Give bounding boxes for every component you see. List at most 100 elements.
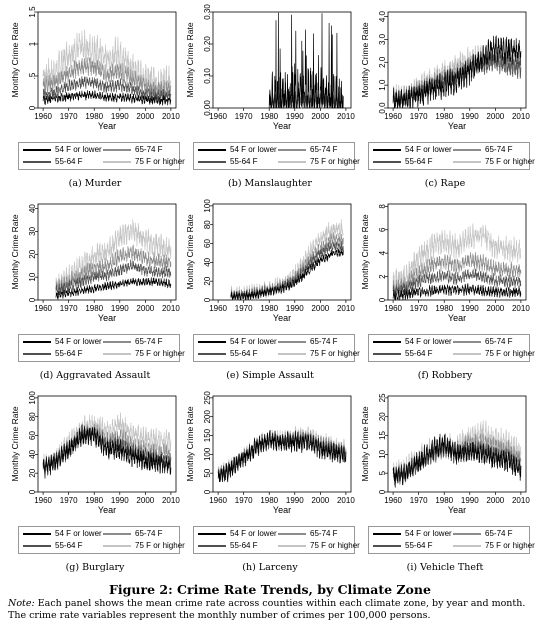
y-tick-label: 0 [28,105,37,110]
x-tick-label: 1990 [111,112,129,121]
caption: (i) Vehicle Theft [406,562,484,573]
y-tick-label: 80 [203,220,212,229]
figure-title: Figure 2: Crime Rate Trends, by Climate … [109,582,431,597]
legend-swatch [278,352,306,355]
legend-label: 75 F or higher [485,541,535,550]
legend-item: 65-74 F [278,144,338,155]
legend-item: 75 F or higher [453,156,535,167]
y-tick-label: 40 [28,204,37,213]
chart-burglary: 1960 1970 1980 1990 2000 2010 0 20 40 60 80 100 Year… [10,391,180,515]
y-tick-label: 100 [203,447,212,461]
chart-robbery: 1960 1970 1980 1990 2000 2010 0 2 4 6 8 Year Monthly… [360,204,530,323]
legend-swatch [278,148,306,151]
chart-murder: 1960 1970 1980 1990 2000 2010 0 .5 1 1.5 Year Month… [10,6,180,131]
legend-item: 55-64 F [198,540,258,551]
y-tick-label: 2.0 [378,56,387,68]
x-tick-label: 1980 [85,112,103,121]
legend-swatch [23,544,51,547]
legend-label: 75 F or higher [310,157,360,166]
legend-label: 55-64 F [230,157,258,166]
legend-item: 55-64 F [198,156,258,167]
y-tick-label: 10 [378,449,387,458]
note-label: Note: [8,598,35,609]
y-tick-label: 0.30 [203,4,212,20]
legend-item: 65-74 F [453,336,513,347]
legend-item: 54 F or lower [198,336,277,347]
legend-label: 55-64 F [230,349,258,358]
y-tick-label: 10 [28,272,37,281]
legend-label: 65-74 F [135,337,163,346]
legend-item: 54 F or lower [198,144,277,155]
legend: 54 F or lower 65-74 F 55-64 F 75 F or highe… [193,526,360,554]
y-axis-label: Monthly Crime Rate [10,22,20,97]
legend-label: 54 F or lower [55,145,102,154]
series-line [392,35,522,109]
legend-label: 55-64 F [230,541,258,550]
legend: 54 F or lower 65-74 F 55-64 F 75 F or highe… [18,526,185,554]
x-axis-label: Year [273,505,291,515]
y-tick-label: 20 [378,412,387,421]
y-tick-label: 4.0 [378,10,387,22]
legend-label: 54 F or lower [230,529,277,538]
legend-item: 54 F or lower [23,528,102,539]
x-tick-label: 2000 [136,304,154,313]
x-axis-label: Year [448,505,466,515]
series-line [42,76,172,102]
legend: 54 F or lower 65-74 F 55-64 F 75 F or highe… [193,334,360,362]
legend-item: 75 F or higher [103,540,185,551]
legend-swatch [373,340,401,343]
series-line [230,231,344,301]
legend-item: 55-64 F [373,540,433,551]
x-tick-label: 2000 [486,496,504,505]
legend-item: 75 F or higher [453,348,535,359]
panel-grid: 1960 1970 1980 1990 2000 2010 0.5 1 1.5 Year Month… [10,4,535,573]
y-tick-label: 40 [203,257,212,266]
x-tick-label: 1970 [235,496,253,505]
y-tick-label: 150 [203,428,212,442]
x-tick-label: 2000 [486,112,504,121]
legend-item: 55-64 F [23,156,83,167]
legend-label: 54 F or lower [405,337,452,346]
legend-label: 55-64 F [405,541,433,550]
legend-label: 54 F or lower [230,145,277,154]
legend-label: 55-64 F [405,157,433,166]
y-tick-label: 1.5 [28,6,37,18]
y-tick-label: .5 [28,72,37,79]
series-line [392,433,522,488]
x-tick-label: 1960 [34,496,52,505]
x-tick-label: 2000 [136,112,154,121]
legend-label: 75 F or higher [135,349,185,358]
x-tick-label: 1980 [435,496,453,505]
legend: 54 F or lower 65-74 F 55-64 F 75 F or highe… [18,142,185,170]
plot-frame [387,11,527,109]
x-axis-label: Year [98,313,116,323]
legend-label: 55-64 F [55,157,83,166]
legend-swatch [103,532,131,535]
y-tick-label: 1 [28,41,37,46]
plot-frame [212,203,352,301]
x-axis-label: Year [448,121,466,131]
x-tick-label: 2000 [311,304,329,313]
caption: (g) Burglary [65,562,125,573]
chart-aggravated-assault: 1960 1970 1980 1990 2000 2010 0 10 20 30 40 Year Mon… [10,203,180,323]
x-tick-label: 2000 [311,112,329,121]
x-tick-label: 1960 [34,112,52,121]
legend-label: 75 F or higher [485,157,535,166]
x-tick-label: 1990 [461,112,479,121]
chart-simple-assault: 1960 1970 1980 1990 2000 2010 0 20 40 60 80 100 Year… [185,199,355,323]
legend-swatch [278,340,306,343]
y-tick-label: 25 [378,393,387,402]
legend-swatch [23,160,51,163]
legend-item: 65-74 F [103,336,163,347]
x-tick-label: 2000 [136,496,154,505]
legend-swatch [103,160,131,163]
legend-label: 55-64 F [55,349,83,358]
plot-frame [37,203,177,301]
legend-item: 75 F or higher [103,156,185,167]
legend-label: 54 F or lower [405,529,452,538]
legend-swatch [198,148,226,151]
legend-swatch [23,532,51,535]
series-line [392,268,522,297]
legend-swatch [373,148,401,151]
panel-simple-assault: 1960 1970 1980 1990 2000 2010 0 20 40 60 80 100 Year… [185,196,360,386]
